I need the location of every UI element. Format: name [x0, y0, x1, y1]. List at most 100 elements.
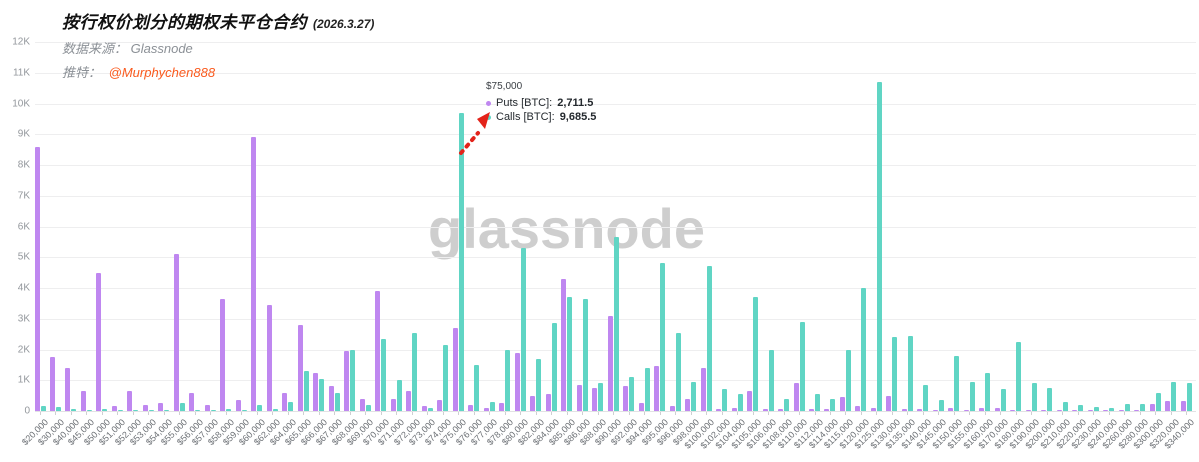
calls-bar-140000[interactable]	[923, 384, 929, 411]
calls-bar-100000[interactable]	[706, 266, 712, 411]
puts-bar-62000[interactable]	[266, 304, 272, 411]
puts-bar-190000[interactable]	[1025, 409, 1031, 411]
calls-bar-68000[interactable]	[350, 349, 356, 411]
calls-bar-210000[interactable]	[1062, 401, 1068, 411]
puts-bar-45000[interactable]	[80, 391, 86, 411]
puts-bar-71000[interactable]	[390, 398, 396, 411]
puts-bar-150000[interactable]	[948, 407, 954, 411]
puts-bar-200000[interactable]	[1041, 409, 1047, 411]
calls-bar-55000[interactable]	[179, 403, 185, 411]
calls-bar-320000[interactable]	[1171, 381, 1177, 411]
calls-bar-59000[interactable]	[241, 409, 247, 411]
calls-bar-120000[interactable]	[861, 288, 867, 411]
puts-bar-94000[interactable]	[638, 403, 644, 411]
puts-bar-112000[interactable]	[809, 408, 814, 411]
puts-bar-80000[interactable]	[514, 352, 520, 411]
puts-bar-76000[interactable]	[468, 404, 474, 411]
calls-bar-84000[interactable]	[551, 323, 557, 411]
calls-bar-30000[interactable]	[55, 407, 61, 411]
puts-bar-100000[interactable]	[700, 367, 706, 411]
calls-bar-78000[interactable]	[505, 349, 511, 411]
calls-bar-72000[interactable]	[412, 332, 418, 411]
calls-bar-98000[interactable]	[691, 381, 697, 411]
puts-bar-56000[interactable]	[189, 392, 195, 411]
puts-bar-73000[interactable]	[421, 406, 427, 411]
puts-bar-280000[interactable]	[1134, 409, 1140, 411]
puts-bar-72000[interactable]	[406, 391, 412, 411]
calls-bar-92000[interactable]	[629, 377, 635, 411]
calls-bar-240000[interactable]	[1109, 407, 1115, 411]
puts-bar-75000[interactable]	[452, 327, 458, 411]
puts-bar-77000[interactable]	[483, 407, 489, 411]
calls-bar-45000[interactable]	[86, 409, 92, 411]
puts-bar-84000[interactable]	[545, 394, 551, 411]
puts-bar-180000[interactable]	[1010, 409, 1016, 411]
puts-bar-82000[interactable]	[530, 395, 536, 411]
puts-bar-50000[interactable]	[96, 272, 102, 411]
puts-bar-60000[interactable]	[251, 137, 257, 411]
puts-bar-170000[interactable]	[994, 407, 1000, 411]
puts-bar-70000[interactable]	[375, 291, 381, 411]
calls-bar-130000[interactable]	[892, 337, 898, 411]
calls-bar-160000[interactable]	[985, 372, 991, 411]
puts-bar-51000[interactable]	[111, 406, 117, 411]
puts-bar-320000[interactable]	[1165, 400, 1171, 411]
puts-bar-108000[interactable]	[778, 409, 784, 411]
calls-bar-66000[interactable]	[319, 378, 325, 411]
puts-bar-340000[interactable]	[1180, 400, 1186, 411]
calls-bar-104000[interactable]	[737, 394, 743, 411]
puts-bar-74000[interactable]	[437, 400, 443, 411]
puts-bar-57000[interactable]	[204, 404, 210, 411]
calls-bar-56000[interactable]	[195, 409, 201, 411]
puts-bar-130000[interactable]	[886, 395, 892, 411]
puts-bar-92000[interactable]	[623, 386, 629, 411]
puts-bar-64000[interactable]	[282, 392, 288, 411]
calls-bar-340000[interactable]	[1186, 383, 1192, 411]
puts-bar-230000[interactable]	[1087, 409, 1093, 411]
calls-bar-190000[interactable]	[1031, 383, 1037, 411]
calls-bar-71000[interactable]	[396, 380, 402, 411]
puts-bar-20000[interactable]	[34, 146, 40, 411]
twitter-handle[interactable]: @Murphychen888	[108, 65, 216, 80]
puts-bar-114000[interactable]	[824, 409, 830, 411]
calls-bar-125000[interactable]	[876, 81, 882, 411]
puts-bar-135000[interactable]	[901, 409, 907, 411]
puts-bar-125000[interactable]	[870, 407, 876, 411]
calls-bar-50000[interactable]	[102, 409, 108, 411]
calls-bar-105000[interactable]	[753, 297, 759, 411]
calls-bar-65000[interactable]	[303, 371, 309, 411]
puts-bar-220000[interactable]	[1072, 409, 1078, 411]
puts-bar-260000[interactable]	[1118, 409, 1124, 411]
puts-bar-66000[interactable]	[313, 372, 319, 411]
puts-bar-115000[interactable]	[839, 397, 845, 411]
puts-bar-140000[interactable]	[917, 409, 923, 411]
puts-bar-105000[interactable]	[747, 391, 753, 411]
calls-bar-115000[interactable]	[845, 349, 851, 411]
puts-bar-65000[interactable]	[297, 324, 303, 411]
calls-bar-53000[interactable]	[148, 409, 154, 411]
puts-bar-240000[interactable]	[1103, 409, 1109, 411]
puts-bar-98000[interactable]	[685, 398, 691, 411]
puts-bar-59000[interactable]	[235, 400, 241, 411]
calls-bar-57000[interactable]	[210, 409, 216, 411]
puts-bar-110000[interactable]	[793, 383, 799, 411]
calls-bar-220000[interactable]	[1078, 405, 1084, 411]
calls-bar-108000[interactable]	[784, 398, 790, 411]
puts-bar-69000[interactable]	[359, 398, 365, 411]
calls-bar-58000[interactable]	[226, 409, 232, 411]
calls-bar-54000[interactable]	[164, 409, 170, 411]
calls-bar-76000[interactable]	[474, 364, 480, 411]
calls-bar-88000[interactable]	[598, 383, 604, 411]
calls-bar-82000[interactable]	[536, 358, 542, 411]
puts-bar-95000[interactable]	[654, 366, 660, 411]
puts-bar-104000[interactable]	[731, 407, 737, 411]
calls-bar-150000[interactable]	[954, 355, 960, 411]
calls-bar-95000[interactable]	[660, 263, 666, 411]
puts-bar-90000[interactable]	[607, 315, 613, 411]
puts-bar-210000[interactable]	[1056, 409, 1062, 411]
calls-bar-86000[interactable]	[582, 298, 588, 411]
puts-bar-85000[interactable]	[561, 278, 567, 411]
calls-bar-70000[interactable]	[381, 338, 387, 411]
puts-bar-120000[interactable]	[855, 406, 861, 411]
calls-bar-260000[interactable]	[1124, 403, 1130, 411]
